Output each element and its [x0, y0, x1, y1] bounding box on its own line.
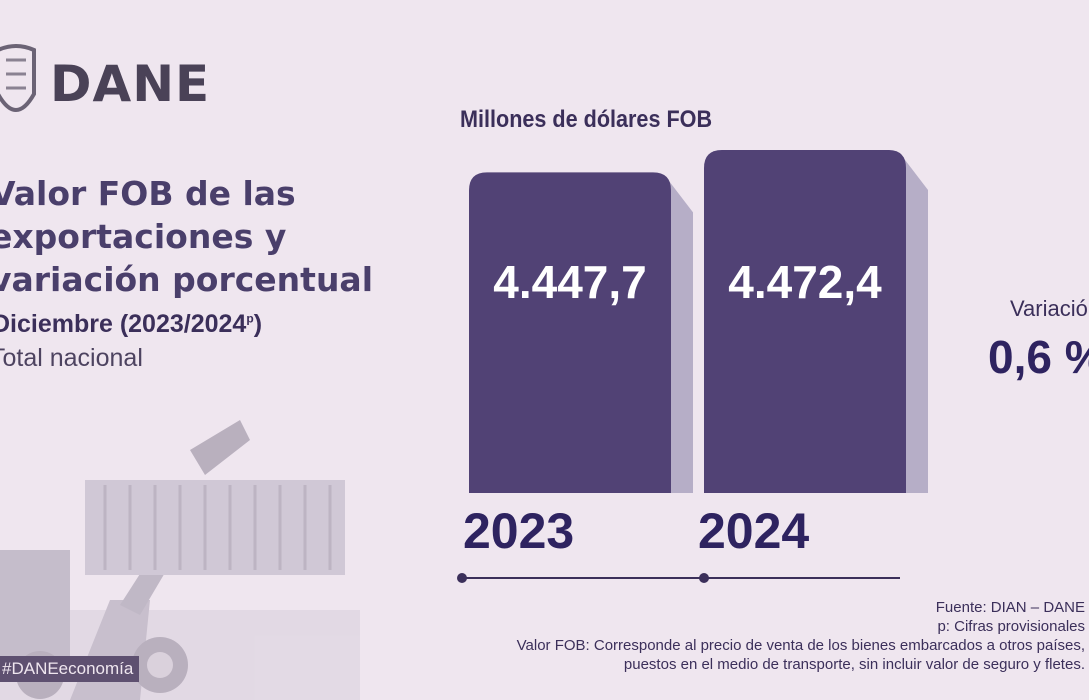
footnotes: Fuente: DIAN – DANE p: Cifras provisiona…	[517, 598, 1085, 674]
timeline-dot	[699, 573, 709, 583]
bar-shadow	[902, 156, 928, 493]
x-tick-label: 2023	[463, 503, 574, 559]
dane-logo: DANE	[0, 42, 210, 126]
title-line-2: exportaciones y	[0, 217, 287, 256]
bar-value-label: 4.472,4	[728, 256, 882, 308]
x-tick-label: 2024	[698, 503, 809, 559]
period-text: Diciembre (2023/2024	[0, 310, 247, 338]
provisional-mark: p	[246, 311, 254, 326]
y-axis-units-label: Millones de dólares FOB	[460, 106, 713, 133]
variation-value: 0,6 %	[988, 331, 1089, 383]
timeline-dot	[457, 573, 467, 583]
bar-shadow	[667, 178, 693, 493]
scope-label: Total nacional	[0, 344, 143, 372]
period-subtitle: Diciembre (2023/2024p)	[0, 310, 262, 339]
source-note: Fuente: DIAN – DANE	[935, 599, 1085, 616]
hashtag-label: #DANEeconomía	[0, 656, 140, 682]
provisional-note: p: Cifras provisionales	[937, 618, 1085, 635]
page-title: Valor FOB de las exportaciones y variaci…	[0, 172, 373, 301]
bar-2024	[704, 150, 906, 493]
bar-2023	[469, 172, 671, 493]
port-crane-container-illustration	[0, 420, 360, 700]
brand-name: DANE	[50, 55, 211, 113]
fob-definition-line-1: Valor FOB: Corresponde al precio de vent…	[516, 637, 1085, 654]
bar-value-label: 4.447,7	[493, 256, 646, 308]
variation-label: Variación	[1010, 296, 1089, 321]
period-close: )	[253, 310, 263, 338]
colombia-coat-of-arms-icon	[0, 44, 36, 112]
title-line-3: variación porcentual	[0, 260, 374, 299]
title-line-1: Valor FOB de las	[0, 174, 296, 213]
fob-definition-line-2: puestos en el medio de transporte, sin i…	[623, 656, 1085, 673]
